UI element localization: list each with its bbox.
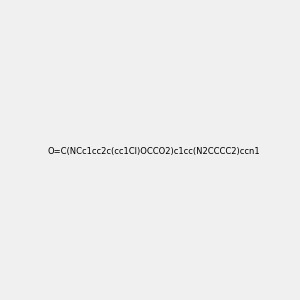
Text: O=C(NCc1cc2c(cc1Cl)OCCO2)c1cc(N2CCCC2)ccn1: O=C(NCc1cc2c(cc1Cl)OCCO2)c1cc(N2CCCC2)cc… <box>47 147 260 156</box>
